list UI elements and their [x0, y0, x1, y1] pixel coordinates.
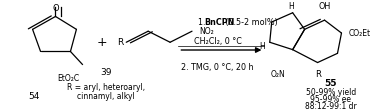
Text: CH₂Cl₂, 0 °C: CH₂Cl₂, 0 °C [194, 37, 241, 46]
Text: R: R [117, 38, 123, 47]
Text: 1.: 1. [198, 18, 208, 27]
Text: cinnamyl, alkyl: cinnamyl, alkyl [77, 92, 135, 101]
Text: O: O [52, 4, 59, 13]
Text: 55: 55 [325, 79, 337, 88]
Text: 2. TMG, 0 °C, 20 h: 2. TMG, 0 °C, 20 h [181, 63, 254, 72]
Text: R = aryl, heteroaryl,: R = aryl, heteroaryl, [67, 83, 145, 92]
Text: H: H [259, 42, 265, 51]
Text: BnCPN: BnCPN [205, 18, 235, 27]
Text: 88:12-99:1 dr: 88:12-99:1 dr [305, 102, 357, 111]
Text: CO₂Et: CO₂Et [348, 29, 370, 38]
Text: O₂N: O₂N [270, 70, 285, 79]
Text: 95-99% ee: 95-99% ee [310, 95, 351, 104]
Text: 39: 39 [100, 68, 112, 77]
Text: 54: 54 [28, 92, 40, 101]
Text: +: + [97, 36, 108, 49]
Text: NO₂: NO₂ [199, 27, 214, 36]
Text: EtO₂C: EtO₂C [57, 74, 80, 83]
Text: OH: OH [318, 2, 331, 11]
Text: 50-99% yield: 50-99% yield [306, 88, 356, 97]
Text: (0.5-2 mol%): (0.5-2 mol%) [223, 18, 277, 27]
Text: R: R [315, 70, 321, 79]
Text: H: H [288, 2, 294, 11]
